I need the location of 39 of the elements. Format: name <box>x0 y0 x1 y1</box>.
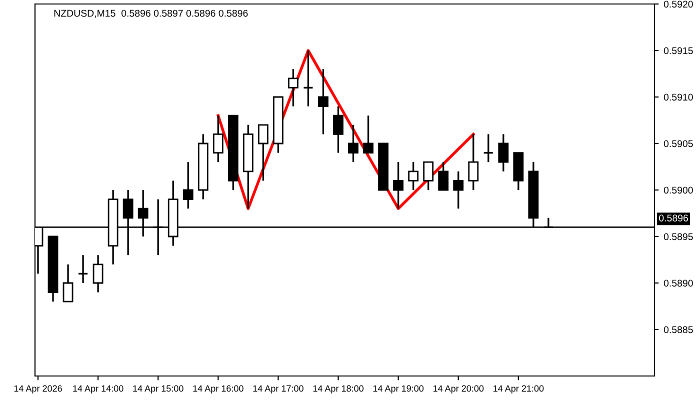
x-tick-label: 14 Apr 19:00 <box>373 385 424 394</box>
candlestick <box>258 124 268 182</box>
candlestick <box>348 124 358 163</box>
candlestick <box>333 105 344 154</box>
y-tick-label: 0.5915 <box>664 47 693 54</box>
candlestick <box>288 68 298 108</box>
candlestick <box>438 161 449 191</box>
candlestick <box>92 254 104 294</box>
candlestick <box>498 133 509 172</box>
candlestick <box>393 161 404 210</box>
y-tick-label: 0.5910 <box>664 94 693 101</box>
y-tick-label: 0.5905 <box>664 140 693 148</box>
candlestick <box>453 170 464 210</box>
candlestick <box>318 68 328 136</box>
candlestick <box>408 161 419 191</box>
candlestick <box>182 161 194 210</box>
candlestick <box>78 254 88 284</box>
text: NZDUSD,M15 0.5896 0.5897 0.5896 0.5896 <box>54 10 248 18</box>
y-tick-label: 0.5885 <box>664 326 693 334</box>
y-tick-label: 0.5890 <box>664 280 693 287</box>
x-tick-label: 14 Apr 14:00 <box>73 385 124 394</box>
candlestick <box>468 133 479 191</box>
candlestick <box>302 50 314 108</box>
candlestick <box>62 264 74 302</box>
y-tick-label: 0.5900 <box>664 186 693 194</box>
candlestick <box>483 133 494 163</box>
x-tick-label: 14 Apr 2026 <box>14 385 62 394</box>
x-tick-label: 14 Apr 17:00 <box>253 385 304 394</box>
x-tick-label: 14 Apr 15:00 <box>133 385 184 394</box>
candlestick <box>212 114 224 163</box>
x-tick-label: 14 Apr 16:00 <box>193 385 244 394</box>
candlestick <box>423 161 434 191</box>
x-tick-label: 14 Apr 21:00 <box>493 385 544 394</box>
ref-line-label: 0.5896 <box>659 214 688 222</box>
x-tick-label: 14 Apr 20:00 <box>433 385 484 394</box>
candlestick <box>363 114 374 154</box>
y-tick-label: 0.5895 <box>664 233 693 240</box>
y-tick-label: 0.5920 <box>664 0 693 8</box>
x-tick-label: 14 Apr 18:00 <box>313 385 364 394</box>
